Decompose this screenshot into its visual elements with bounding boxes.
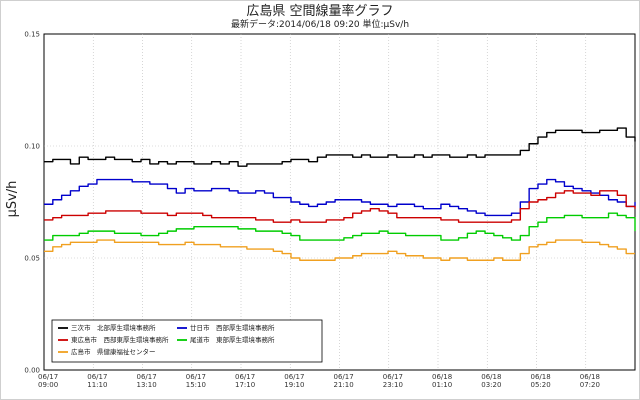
x-tick-date: 06/17: [38, 373, 58, 381]
legend-label-1: 廿日市 西部厚生環境事務所: [190, 323, 275, 332]
legend-label-4: 広島市 県健康福祉センター: [71, 347, 156, 356]
x-tick-date: 06/17: [284, 373, 304, 381]
legend-box: [51, 319, 323, 363]
x-tick-date: 06/18: [531, 373, 551, 381]
series-line-0: [44, 127, 636, 167]
plot-area: 0.000.050.100.1506/1709:0006/1711:1006/1…: [24, 31, 636, 389]
x-tick-time: 17:10: [235, 381, 255, 389]
x-tick-date: 06/17: [137, 373, 157, 381]
x-tick-time: 19:10: [284, 381, 304, 389]
x-tick-date: 06/17: [186, 373, 206, 381]
series-line-1: [44, 178, 636, 217]
legend-label-0: 三次市 北部厚生環境事務所: [71, 323, 156, 332]
y-tick-label: 0.10: [24, 143, 40, 151]
x-tick-time: 07:20: [580, 381, 600, 389]
x-tick-time: 09:00: [38, 381, 58, 389]
x-tick-date: 06/17: [383, 373, 403, 381]
series-line-3: [44, 212, 636, 241]
x-tick-date: 06/18: [481, 373, 501, 381]
x-tick-time: 11:10: [87, 381, 107, 389]
x-tick-time: 01:10: [432, 381, 452, 389]
y-axis-label: μSv/h: [5, 181, 20, 218]
x-tick-date: 06/17: [334, 373, 354, 381]
x-tick-time: 23:10: [383, 381, 403, 389]
y-tick-label: 0.05: [24, 255, 40, 263]
series-line-2: [44, 190, 636, 223]
legend-label-3: 尾道市 東部厚生環境事務所: [190, 335, 275, 344]
x-tick-time: 15:10: [186, 381, 206, 389]
x-tick-date: 06/18: [580, 373, 600, 381]
y-tick-label: 0.15: [24, 31, 40, 39]
chart-subtitle: 最新データ:2014/06/18 09:20 単位:μSv/h: [231, 18, 409, 30]
x-tick-date: 06/18: [432, 373, 452, 381]
series-line-4: [44, 239, 635, 261]
x-tick-date: 06/17: [87, 373, 107, 381]
x-tick-time: 13:10: [137, 381, 157, 389]
x-tick-time: 21:10: [334, 381, 354, 389]
x-tick-time: 05:20: [531, 381, 551, 389]
chart-title: 広島県 空間線量率グラフ: [246, 3, 393, 19]
legend-label-2: 東広島市 西部東厚生環境事務所: [71, 335, 169, 344]
y-tick-label: 0.00: [24, 367, 40, 375]
x-tick-date: 06/17: [235, 373, 255, 381]
x-tick-time: 03:20: [481, 381, 501, 389]
